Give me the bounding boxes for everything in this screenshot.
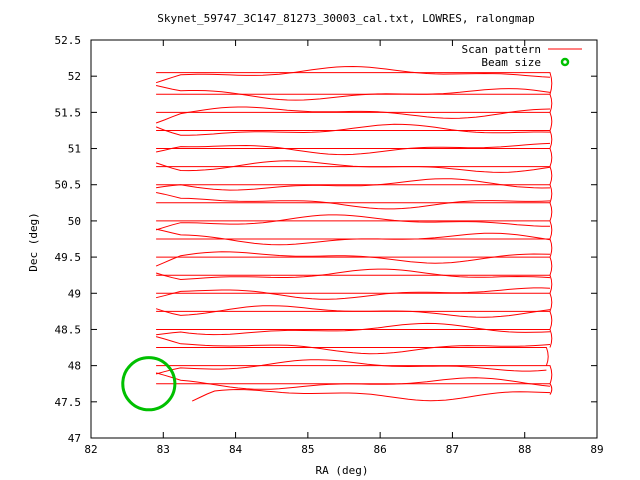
y-tick-label: 49.5 — [55, 251, 82, 264]
scan-row-4 — [156, 310, 553, 336]
scan-row-6 — [155, 274, 553, 300]
scan-line — [155, 287, 551, 300]
scan-row-0 — [156, 383, 553, 402]
y-tick-label: 52 — [68, 70, 81, 83]
scan-line — [155, 85, 551, 101]
chart-title: Skynet_59747_3C147_81273_30003_cal.txt, … — [157, 12, 535, 25]
scan-row-8 — [155, 238, 553, 267]
scan-turnaround — [156, 166, 553, 185]
x-tick-label: 82 — [84, 443, 97, 456]
scan-turnaround — [156, 93, 553, 113]
scan-turnaround — [156, 329, 553, 348]
scan-row-17 — [155, 72, 553, 101]
scan-turnaround — [156, 383, 553, 395]
scan-row-12 — [156, 166, 553, 191]
y-tick-label: 49 — [68, 287, 81, 300]
scan-turnaround — [156, 130, 553, 149]
legend: Scan pattern Beam size — [462, 43, 582, 69]
scan-turnaround — [156, 310, 553, 330]
scan-line — [155, 106, 551, 124]
scan-turnaround — [156, 202, 553, 222]
scan-line — [155, 336, 551, 355]
x-tick-label: 88 — [518, 443, 531, 456]
x-tick-label: 84 — [229, 443, 243, 456]
scan-turnaround — [156, 148, 553, 167]
x-tick-label: 87 — [446, 443, 459, 456]
y-tick-label: 50 — [68, 215, 81, 228]
scan-row-18 — [155, 65, 551, 84]
scan-row-11 — [155, 184, 553, 210]
legend-label-scan-pattern: Scan pattern — [462, 43, 541, 56]
scan-turnaround — [156, 184, 553, 203]
scan-line — [155, 160, 551, 173]
x-tick-label: 89 — [590, 443, 603, 456]
y-axis-label: Dec (deg) — [27, 212, 40, 272]
y-tick-label: 52.5 — [55, 34, 82, 47]
x-axis: 82 83 84 85 86 87 88 89 — [84, 40, 604, 456]
scan-row-15 — [155, 111, 553, 136]
scan-line — [155, 228, 551, 246]
scan-turnaround — [156, 292, 553, 312]
plot-frame — [90, 39, 598, 439]
scan-line — [155, 65, 551, 84]
y-tick-label: 47 — [68, 432, 81, 445]
scan-line — [155, 142, 551, 156]
scan-turnaround — [156, 347, 549, 366]
y-tick-label: 51 — [68, 143, 81, 156]
y-tick-label: 47.5 — [55, 396, 82, 409]
scan-turnaround — [156, 238, 553, 258]
scan-row-1 — [155, 365, 553, 390]
scan-row-3 — [155, 329, 553, 355]
x-tick-label: 85 — [301, 443, 314, 456]
scan-turnaround — [156, 72, 553, 95]
scan-row-13 — [155, 148, 553, 173]
scan-turnaround — [156, 111, 553, 131]
y-tick-label: 50.5 — [55, 179, 82, 192]
scan-row-14 — [155, 130, 553, 156]
scan-line — [155, 305, 551, 318]
x-tick-label: 86 — [374, 443, 387, 456]
y-axis: 47 47.5 48 48.5 49 49.5 50 50.5 51 51.5 52 52.5 — [55, 34, 597, 445]
scan-row-10 — [155, 202, 553, 231]
scan-line — [155, 192, 551, 210]
legend-label-beam-size: Beam size — [481, 56, 541, 69]
scan-row-16 — [155, 93, 553, 124]
beam-size-circle — [121, 356, 177, 412]
scan-row-7 — [155, 256, 553, 281]
scan-line — [155, 251, 551, 267]
scan-turnaround — [156, 256, 553, 276]
scan-line — [191, 388, 551, 402]
scan-row-5 — [155, 292, 553, 318]
y-tick-label: 51.5 — [55, 106, 82, 119]
x-tick-label: 83 — [157, 443, 170, 456]
scan-turnaround — [156, 274, 553, 294]
y-tick-label: 48.5 — [55, 323, 82, 336]
legend-swatch-beam-size — [560, 57, 570, 67]
scan-line — [156, 178, 551, 191]
y-tick-label: 48 — [68, 360, 81, 373]
scan-turnaround — [156, 220, 553, 240]
x-axis-label: RA (deg) — [316, 464, 369, 477]
scan-line — [155, 268, 551, 281]
scan-turnaround — [156, 365, 553, 384]
scan-line — [155, 372, 551, 390]
scan-row-9 — [155, 220, 553, 246]
series-layer — [121, 65, 553, 412]
scan-line — [155, 123, 551, 136]
scan-line — [156, 322, 551, 336]
scan-line — [155, 214, 550, 231]
scan-row-2 — [155, 347, 549, 375]
scan-line — [155, 359, 547, 375]
